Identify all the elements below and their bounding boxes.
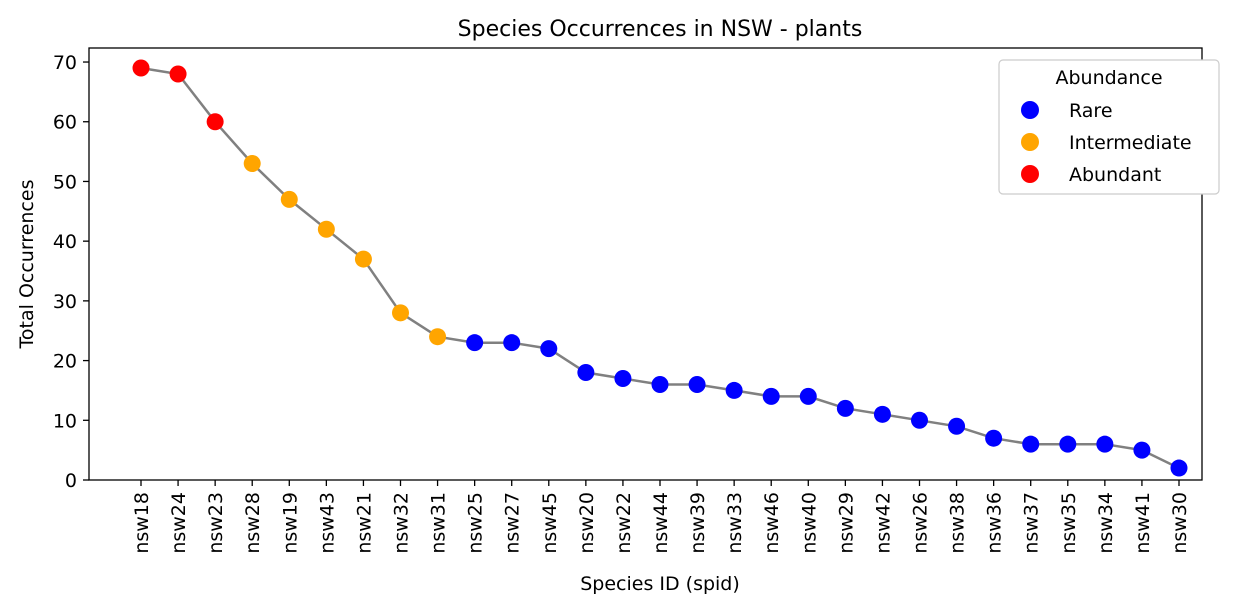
data-point-nsw44 [651, 375, 669, 393]
y-tick-label: 20 [53, 351, 77, 373]
x-tick-label: nsw34 [1095, 492, 1117, 554]
x-tick-label: nsw33 [724, 492, 746, 554]
data-point-nsw33 [725, 381, 743, 399]
legend: Abundance Rare Intermediate Abundant [998, 59, 1220, 195]
x-tick-label: nsw35 [1058, 492, 1080, 554]
y-tick-label: 10 [53, 410, 77, 432]
data-point-nsw29 [836, 399, 854, 417]
legend-marker-rare [1021, 101, 1039, 119]
y-tick-label: 50 [53, 171, 77, 193]
x-tick-label: nsw40 [798, 492, 820, 554]
y-tick-label: 60 [53, 112, 77, 134]
data-point-nsw34 [1096, 435, 1114, 453]
data-point-nsw38 [948, 417, 966, 435]
data-point-nsw26 [911, 411, 928, 429]
legend-title: Abundance [1055, 67, 1162, 89]
y-tick-label: 70 [53, 52, 77, 74]
x-tick-label: nsw46 [761, 492, 783, 554]
x-tick-label: nsw23 [205, 492, 227, 554]
data-point-nsw40 [799, 387, 817, 405]
x-tick-label: nsw30 [1169, 492, 1191, 554]
x-tick-label: nsw39 [687, 492, 709, 554]
data-point-nsw25 [466, 334, 484, 352]
data-point-nsw18 [132, 59, 150, 77]
x-tick-label: nsw36 [984, 492, 1006, 554]
data-point-nsw31 [429, 328, 447, 346]
x-tick-label: nsw41 [1132, 492, 1154, 554]
data-point-nsw21 [354, 250, 372, 268]
data-point-nsw41 [1133, 441, 1151, 459]
x-tick-label: nsw38 [947, 492, 969, 554]
data-point-nsw45 [540, 340, 558, 358]
data-point-nsw20 [577, 364, 595, 382]
x-tick-label: nsw18 [131, 492, 153, 554]
data-point-nsw23 [206, 113, 224, 131]
plot-frame [88, 47, 1203, 481]
x-tick-label: nsw20 [576, 492, 598, 554]
y-axis: 0 10 20 30 40 50 60 70 [53, 52, 89, 492]
data-points [132, 59, 1188, 477]
data-point-nsw39 [688, 375, 706, 393]
chart-title: Species Occurrences in NSW - plants [458, 17, 863, 42]
data-point-nsw37 [1022, 435, 1040, 453]
data-point-nsw19 [280, 190, 298, 208]
x-tick-label: nsw37 [1021, 492, 1043, 554]
y-axis-label: Total Occurrences [16, 180, 38, 350]
x-tick-label: nsw27 [502, 492, 524, 554]
data-point-nsw43 [317, 220, 335, 238]
x-tick-label: nsw45 [539, 492, 561, 554]
y-tick-label: 40 [53, 231, 77, 253]
data-point-nsw28 [243, 155, 261, 173]
y-tick-label: 30 [53, 291, 77, 313]
x-tick-label: nsw32 [391, 492, 413, 554]
data-point-nsw22 [614, 369, 632, 387]
x-tick-label: nsw19 [279, 492, 301, 554]
x-tick-label: nsw26 [910, 492, 932, 554]
x-axis-label: Species ID (spid) [580, 573, 740, 595]
data-point-nsw24 [169, 65, 187, 83]
legend-marker-abundant [1021, 165, 1039, 183]
x-tick-label: nsw44 [650, 492, 672, 554]
data-point-nsw42 [873, 405, 891, 423]
legend-label-abundant: Abundant [1069, 164, 1161, 186]
x-tick-label: nsw21 [353, 492, 375, 554]
legend-box [998, 59, 1220, 195]
x-tick-label: nsw42 [872, 492, 894, 554]
x-axis: nsw18 nsw24 nsw23 nsw28 nsw19 nsw43 nsw21 nsw32… [131, 480, 1191, 554]
x-tick-label: nsw29 [835, 492, 857, 554]
plot-area [88, 47, 1203, 481]
x-tick-label: nsw24 [168, 492, 190, 554]
x-tick-label: nsw22 [613, 492, 635, 554]
legend-label-rare: Rare [1069, 100, 1113, 122]
data-point-nsw46 [762, 387, 780, 405]
legend-marker-intermediate [1021, 133, 1039, 151]
data-point-nsw36 [985, 429, 1003, 447]
y-tick-label: 0 [65, 470, 77, 492]
x-tick-label: nsw43 [316, 492, 338, 554]
data-point-nsw32 [392, 304, 409, 322]
x-tick-label: nsw31 [428, 492, 450, 554]
data-point-nsw27 [503, 334, 521, 352]
x-tick-label: nsw28 [242, 492, 264, 554]
legend-label-intermediate: Intermediate [1069, 132, 1192, 154]
data-point-nsw35 [1059, 435, 1077, 453]
x-tick-label: nsw25 [465, 492, 487, 554]
data-point-nsw30 [1170, 459, 1188, 477]
